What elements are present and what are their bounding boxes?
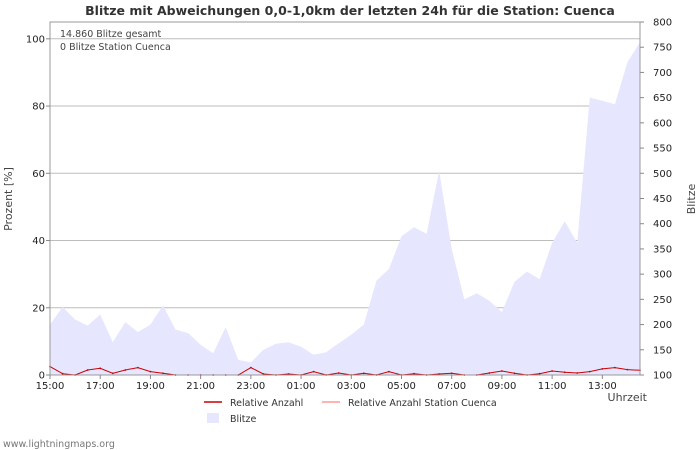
relative-line xyxy=(49,366,641,376)
relative-point xyxy=(262,373,265,375)
y-right-tick-label: 400 xyxy=(653,219,672,230)
x-tick-label: 01:00 xyxy=(287,381,316,392)
y-right-tick-label: 550 xyxy=(653,144,672,155)
relative-point xyxy=(250,366,252,369)
x-tick-label: 15:00 xyxy=(36,381,65,392)
y-right-tick-label: 600 xyxy=(653,118,672,129)
relative-point xyxy=(137,366,139,369)
relative-point xyxy=(99,367,102,370)
x-tick-label: 17:00 xyxy=(86,381,115,392)
y-right-axis-ticks: 100 150 200 250 300 350 400 450 500 550 600 650 700 7… xyxy=(640,18,672,382)
y-right-tick-label: 200 xyxy=(653,320,672,331)
y-left-tick-label: 0 xyxy=(39,371,45,382)
legend-relative: Relative Anzahl xyxy=(230,398,303,409)
relative-point xyxy=(576,372,579,374)
relative-point xyxy=(162,372,164,375)
relative-point xyxy=(61,372,64,375)
x-tick-label: 21:00 xyxy=(186,381,215,392)
info-total: 14.860 Blitze gesamt xyxy=(60,29,162,40)
relative-point xyxy=(513,372,516,375)
info-station: 0 Blitze Station Cuenca xyxy=(60,42,171,53)
legend-station: Relative Anzahl Station Cuenca xyxy=(348,398,497,409)
blitze-area xyxy=(50,42,640,375)
relative-point xyxy=(312,370,315,373)
x-tick-label: 13:00 xyxy=(588,381,617,392)
y-right-tick-label: 100 xyxy=(653,371,672,382)
x-axis-ticks: 15:00 17:00 19:00 21:00 23:00 01:00 03:00 05:00… xyxy=(36,375,617,392)
relative-point xyxy=(626,368,629,371)
relative-point xyxy=(337,372,340,374)
y-right-tick-label: 500 xyxy=(653,169,672,180)
relative-point xyxy=(362,372,365,375)
y-left-tick-label: 60 xyxy=(32,169,45,180)
y-right-tick-label: 250 xyxy=(653,295,672,306)
legend-swatch-blitze xyxy=(207,413,219,423)
relative-point xyxy=(601,368,604,370)
y-right-tick-label: 700 xyxy=(653,68,672,79)
y-left-axis-ticks: 0 20 40 60 80 100 xyxy=(26,34,50,382)
y-right-tick-label: 800 xyxy=(653,18,672,29)
y-left-tick-label: 40 xyxy=(32,236,45,247)
y-left-title: Prozent [%] xyxy=(2,167,15,231)
footer-url: www.lightningmaps.org xyxy=(3,439,115,450)
relative-point xyxy=(501,370,503,372)
relative-point xyxy=(149,370,152,373)
relative-point xyxy=(588,370,591,373)
y-left-tick-label: 100 xyxy=(26,34,45,45)
relative-point xyxy=(86,369,89,371)
relative-point xyxy=(614,366,616,369)
y-right-tick-label: 450 xyxy=(653,194,672,205)
relative-point xyxy=(488,372,491,374)
x-axis-title: Uhrzeit xyxy=(608,391,648,404)
y-right-tick-label: 750 xyxy=(653,43,672,54)
y-left-tick-label: 80 xyxy=(32,102,45,113)
relative-point xyxy=(388,370,390,373)
y-right-tick-label: 150 xyxy=(653,345,672,356)
relative-point xyxy=(287,373,290,375)
legend: Relative Anzahl Relative Anzahl Station … xyxy=(204,398,497,425)
relative-point xyxy=(438,373,440,375)
x-tick-label: 19:00 xyxy=(136,381,165,392)
x-tick-label: 03:00 xyxy=(337,381,366,392)
relative-point xyxy=(563,371,566,374)
y-right-title: Blitze xyxy=(685,184,698,215)
relative-point xyxy=(124,369,127,371)
relative-point xyxy=(538,372,541,375)
x-tick-label: 11:00 xyxy=(538,381,567,392)
x-tick-label: 07:00 xyxy=(437,381,466,392)
x-tick-label: 09:00 xyxy=(488,381,517,392)
relative-point xyxy=(413,372,415,375)
y-right-tick-label: 650 xyxy=(653,93,672,104)
y-right-tick-label: 300 xyxy=(653,270,672,281)
legend-blitze: Blitze xyxy=(230,414,257,425)
y-left-tick-label: 20 xyxy=(32,303,45,314)
x-tick-label: 05:00 xyxy=(387,381,416,392)
x-tick-label: 23:00 xyxy=(236,381,265,392)
relative-point xyxy=(551,370,553,372)
relative-point xyxy=(111,372,114,375)
chart-title: Blitze mit Abweichungen 0,0-1,0km der le… xyxy=(85,3,615,18)
relative-point xyxy=(450,372,453,375)
y-right-tick-label: 350 xyxy=(653,244,672,255)
